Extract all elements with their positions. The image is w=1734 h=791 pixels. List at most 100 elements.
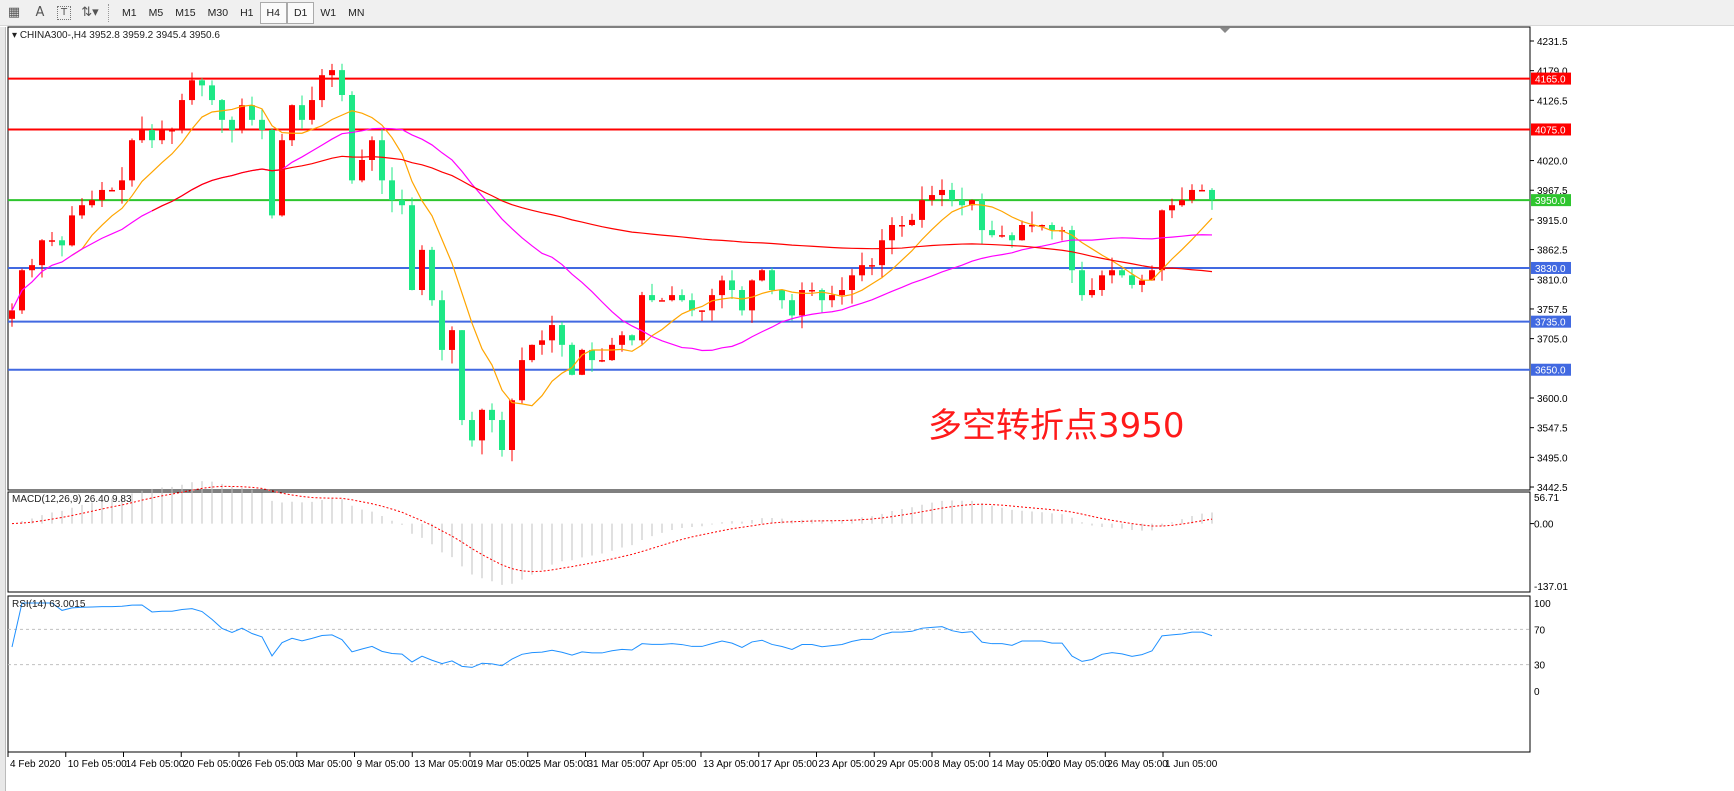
candle-down [299,105,305,120]
date-label: 20 May 05:00 [1050,759,1111,770]
timeframe-buttons: M1 M5 M15 M30 H1 H4 D1 W1 MN [116,1,370,24]
candle-down [1079,270,1085,296]
candle-down [1049,225,1055,231]
macd-signal-line [11,485,1213,573]
price-tick-label: 3862.5 [1537,246,1568,257]
date-label: 31 Mar 05:00 [588,759,647,770]
candle-up [359,159,365,181]
candle-down [679,295,685,301]
dropdown-triangle-icon[interactable]: ▾ [12,30,20,41]
date-label: 29 Apr 05:00 [876,759,933,770]
symbol-label: ▾ CHINA300-,H4 3952.8 3959.2 3945.4 3950… [12,30,220,41]
timeframe-d1[interactable]: D1 [286,1,315,24]
candle-down [399,200,405,206]
candle-down [229,119,235,131]
price-tick-label: 3705.0 [1537,335,1568,346]
candle-down [339,70,345,95]
candle-up [239,105,245,131]
timeframe-h1[interactable]: H1 [240,6,254,19]
candle-down [439,300,445,350]
candle-down [499,420,505,450]
date-label: 17 Apr 05:00 [761,759,818,770]
level-price-tag [1531,123,1571,136]
candle-down [459,330,465,421]
macd-label: MACD(12,26,9) 26.40 9.83 [12,494,132,505]
date-label: 7 Apr 05:00 [645,759,697,770]
level-price-label: 3650.0 [1535,366,1566,377]
rsi-label: RSI(14) 63.0015 [12,599,86,610]
date-label: 20 Feb 05:00 [183,759,242,770]
date-label: 8 May 05:00 [934,759,989,770]
candle-down [559,325,565,345]
period-separators-icon[interactable]: ▦ [7,5,21,20]
candle-up [169,130,175,132]
candle-up [619,335,625,345]
candle-up [829,295,835,301]
candle-down [259,119,265,131]
price-tick-label: 3600.0 [1537,394,1568,405]
candle-up [1179,200,1185,206]
candle-up [609,344,615,361]
candle-down [589,349,595,361]
timeframe-mn[interactable]: MN [348,6,365,19]
candle-up [9,310,15,319]
candle-down [959,200,965,206]
candle-up [1189,189,1195,201]
timeframe-w1[interactable]: W1 [320,6,337,19]
candle-down [389,180,395,201]
rsi-pane [7,595,1531,753]
candle-up [1169,205,1175,211]
timeframe-h4[interactable]: H4 [259,1,287,24]
candle-up [899,225,905,227]
candle-up [579,349,585,375]
timeframe-m1[interactable]: M1 [122,6,137,19]
candle-up [319,75,325,101]
candle-up [159,130,165,141]
candle-up [1139,280,1145,285]
candle-down [1069,230,1075,271]
candle-up [839,290,845,296]
candle-up [709,295,715,311]
candle-down [469,420,475,441]
text-label-icon[interactable]: T [57,5,71,20]
date-label: 19 Mar 05:00 [472,759,531,770]
timeframe-m30[interactable]: M30 [207,6,229,19]
candle-up [189,80,195,101]
annotation-text: 多空转折点3950 [928,406,1185,446]
price-tick-label: 4126.5 [1537,96,1568,107]
candle-up [669,295,675,301]
date-label: 1 Jun 05:00 [1165,759,1218,770]
candle-down [729,280,735,291]
candle-up [719,280,725,296]
candle-up [519,360,525,401]
macd-tick-label: 0.00 [1534,520,1554,531]
text-icon[interactable]: A [35,5,45,20]
candle-up [29,265,35,271]
candle-down [989,230,995,236]
arrows-icon[interactable]: ⇅▾ [81,5,99,20]
timeframe-m15[interactable]: M15 [175,6,196,19]
macd-tick-label: 56.71 [1534,493,1559,504]
candle-down [379,140,385,181]
main-pane [7,26,1531,491]
candle-down [219,100,225,120]
date-label: 13 Mar 05:00 [414,759,473,770]
candle-up [69,215,75,246]
candle-up [1159,210,1165,271]
rsi-tick-label: 30 [1534,661,1546,672]
price-tick-label: 3495.0 [1537,453,1568,464]
level-price-label: 4075.0 [1535,125,1566,136]
date-label: 26 Feb 05:00 [241,759,300,770]
candle-up [529,344,535,361]
candle-down [769,270,775,291]
date-label: 10 Feb 05:00 [68,759,127,770]
timeframe-m5[interactable]: M5 [148,6,164,19]
candle-down [1129,275,1135,285]
candle-up [599,360,605,362]
chart-toolbar: ▦ A T ⇅▾ M1 M5 M15 M30 H1 H4 D1 W1 MN [0,0,1734,26]
candle-up [139,130,145,141]
candle-down [979,200,985,231]
rsi-tick-label: 100 [1534,599,1551,610]
date-label: 14 Feb 05:00 [126,759,185,770]
